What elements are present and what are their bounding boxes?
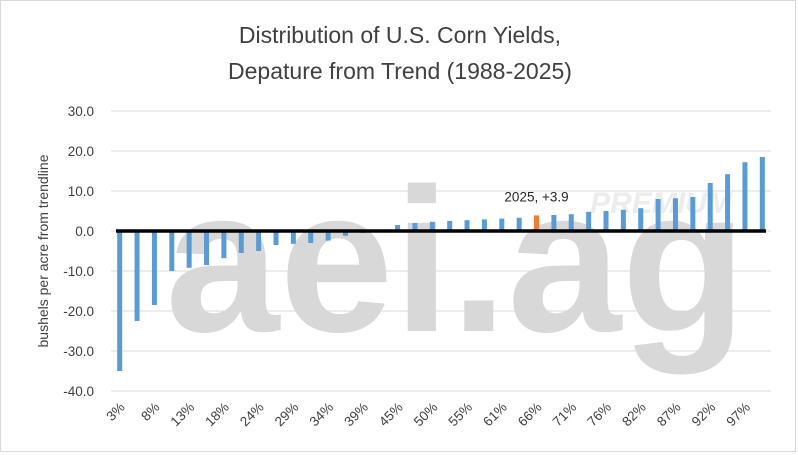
bar	[308, 231, 314, 243]
y-tick-label: -30.0	[63, 344, 94, 359]
x-tick-label: 61%	[480, 400, 510, 430]
y-tick-label: -20.0	[63, 304, 94, 319]
y-axis-title: bushels per acre from trendline	[35, 154, 51, 347]
y-tick-label: -10.0	[63, 264, 94, 279]
bar	[238, 231, 244, 253]
x-tick-label: 66%	[515, 400, 545, 430]
bar-2025-highlight	[534, 215, 540, 231]
bar	[325, 231, 331, 241]
bar	[620, 209, 626, 231]
bar	[186, 231, 192, 268]
bar	[586, 211, 592, 231]
bar	[204, 231, 210, 265]
x-tick-label: 13%	[168, 400, 198, 430]
x-tick-label: 29%	[272, 400, 302, 430]
bar	[169, 231, 175, 271]
x-tick-label: 92%	[689, 400, 719, 430]
aei-watermark: aei.ag PREMIUM	[165, 146, 746, 375]
x-tick-label: 8%	[138, 400, 162, 424]
x-tick-label: 71%	[550, 400, 580, 430]
bar	[725, 174, 731, 231]
chart-title-line-1: Distribution of U.S. Corn Yields,	[239, 22, 561, 48]
bar	[256, 231, 262, 251]
y-tick-label: 10.0	[68, 184, 94, 199]
x-tick-label: 50%	[411, 400, 441, 430]
x-tick-label: 3%	[103, 400, 127, 424]
bar	[290, 231, 296, 244]
y-tick-label: 20.0	[68, 144, 94, 159]
bar	[516, 217, 522, 231]
bar	[603, 211, 609, 231]
bar	[395, 225, 401, 231]
x-tick-label: 76%	[584, 400, 614, 430]
x-tick-label: 55%	[445, 400, 475, 430]
bar	[568, 214, 574, 231]
bar	[273, 231, 279, 245]
x-tick-label: 18%	[202, 400, 232, 430]
bar	[672, 198, 678, 231]
bar	[221, 231, 227, 259]
bar	[759, 157, 765, 231]
bar	[481, 219, 487, 231]
y-tick-labels: 30.0 20.0 10.0 0.0 -10.0 -20.0 -30.0 -40.0	[63, 104, 94, 399]
bar	[464, 220, 470, 231]
bar	[742, 162, 748, 231]
x-tick-label: 87%	[654, 400, 684, 430]
x-tick-label: 24%	[237, 400, 267, 430]
bar	[707, 183, 713, 231]
bar	[690, 197, 696, 231]
bar	[499, 218, 505, 231]
x-tick-label: 45%	[376, 400, 406, 430]
bar	[134, 231, 140, 321]
bar	[638, 208, 644, 231]
bar	[342, 231, 348, 236]
bar	[151, 231, 157, 305]
bar	[447, 221, 453, 231]
bars	[117, 157, 765, 371]
y-tick-label: -40.0	[63, 384, 94, 399]
y-tick-label: 30.0	[68, 104, 94, 119]
bar	[429, 221, 435, 231]
bar	[117, 231, 123, 371]
x-tick-label: 97%	[723, 400, 753, 430]
x-tick-label: 34%	[307, 400, 337, 430]
y-tick-label: 0.0	[75, 224, 94, 239]
annotation-2025: 2025, +3.9	[504, 189, 568, 204]
watermark-logo-text: aei.ag	[165, 146, 746, 375]
bar	[551, 215, 557, 231]
x-tick-label: 39%	[341, 400, 371, 430]
chart-title-line-2: Depature from Trend (1988-2025)	[228, 58, 572, 84]
x-tick-labels: 3% 8% 13% 18% 24% 29% 34% 39% 45% 50% 55% 61% 66% 71%…	[103, 400, 753, 430]
bar	[655, 199, 661, 231]
bar	[412, 223, 418, 231]
x-tick-label: 82%	[619, 400, 649, 430]
